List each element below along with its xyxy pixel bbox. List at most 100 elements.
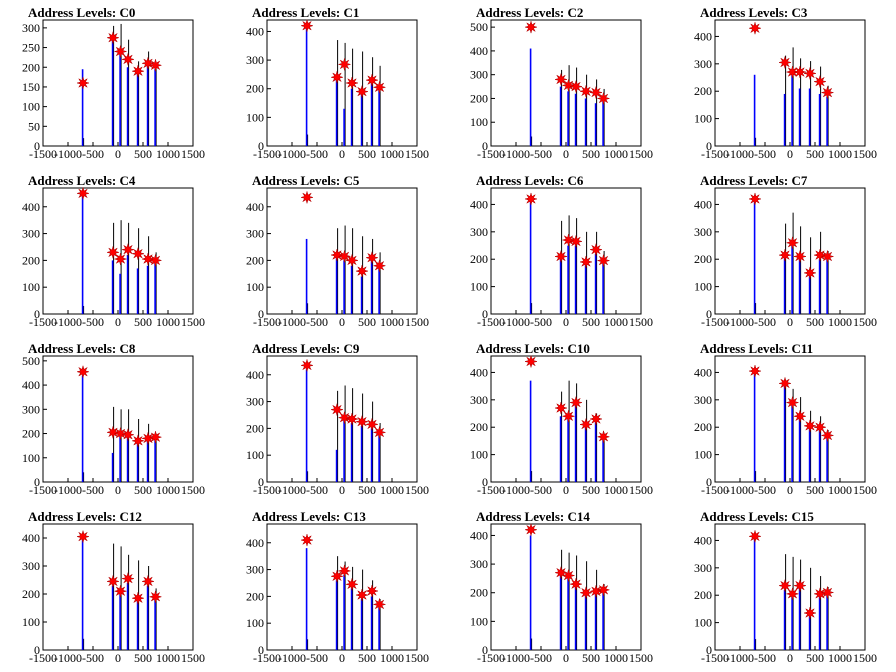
x-tick-label: 500 <box>358 651 376 665</box>
peak-marker <box>131 591 145 606</box>
peak-marker <box>785 395 800 410</box>
chart-panel-0: Address Levels: C0 0 50 100 150 200 250 300 -150… <box>22 5 205 161</box>
y-tick-label: 200 <box>470 252 488 266</box>
peak-marker <box>579 417 593 432</box>
y-tick-label: 100 <box>694 280 712 294</box>
peak-marker <box>554 72 568 87</box>
y-tick-label: 0 <box>34 139 40 153</box>
x-tick-label: 500 <box>582 651 600 665</box>
y-tick-label: 300 <box>470 225 488 239</box>
x-tick-label: -1000 <box>726 483 754 497</box>
peak-marker <box>554 401 568 415</box>
peak-marker <box>355 84 369 99</box>
y-tick-label: 100 <box>470 614 488 628</box>
y-tick-label: 200 <box>246 253 264 267</box>
chart-panel-10: Address Levels: C10 0 100 200 300 400 -1500-10… <box>470 341 653 497</box>
peak-marker <box>106 245 120 260</box>
peak-marker <box>748 529 762 544</box>
y-tick-label: 200 <box>22 427 40 441</box>
peak-marker <box>793 409 807 424</box>
y-tick-label: 300 <box>22 559 40 573</box>
peak-marker <box>330 569 344 584</box>
peak-marker <box>148 58 163 73</box>
x-tick-label: -500 <box>82 315 104 329</box>
x-tick-label: -500 <box>530 483 552 497</box>
peak-marker <box>579 585 593 600</box>
x-tick-label: 0 <box>115 147 121 161</box>
peak-marker <box>554 249 568 264</box>
x-tick-label: -1500 <box>477 147 505 161</box>
x-tick-label: -1500 <box>477 483 505 497</box>
y-tick-label: 100 <box>22 100 40 114</box>
x-tick-label: 0 <box>787 315 793 329</box>
y-tick-label: 400 <box>470 197 488 211</box>
peak-marker <box>76 186 90 201</box>
peak-marker <box>748 364 762 379</box>
x-tick-label: 500 <box>358 315 376 329</box>
x-tick-label: 500 <box>806 483 824 497</box>
x-tick-label: -1000 <box>726 651 754 665</box>
y-tick-label: 100 <box>470 448 488 462</box>
x-tick-label: -500 <box>530 315 552 329</box>
peak-marker <box>569 234 583 249</box>
y-tick-label: 400 <box>246 24 264 38</box>
x-tick-label: 0 <box>339 147 345 161</box>
x-tick-label: 1500 <box>405 651 429 665</box>
chart-panel-4: Address Levels: C4 0 100 200 300 400 -1500-100… <box>22 173 205 329</box>
peak-marker <box>793 578 807 593</box>
chart-panel-3: Address Levels: C3 0 100 200 300 400 -1500-100… <box>694 5 877 161</box>
x-tick-label: 0 <box>563 651 569 665</box>
chart-title: Address Levels: C12 <box>28 509 142 524</box>
x-tick-label: -500 <box>530 651 552 665</box>
peak-marker <box>121 242 135 257</box>
x-tick-label: -1000 <box>278 315 306 329</box>
peak-marker <box>345 76 359 90</box>
chart-title: Address Levels: C15 <box>700 509 814 524</box>
peak-marker <box>785 586 800 601</box>
peak-marker <box>330 70 344 85</box>
y-tick-label: 100 <box>246 110 264 124</box>
y-tick-label: 200 <box>22 587 40 601</box>
x-tick-label: 1000 <box>156 147 180 161</box>
x-tick-label: 500 <box>134 315 152 329</box>
peak-marker <box>355 264 369 279</box>
x-tick-label: -1500 <box>477 315 505 329</box>
peak-marker <box>300 358 314 373</box>
chart-panel-7: Address Levels: C7 0 100 200 300 400 -1500-100… <box>694 173 877 329</box>
y-tick-label: 0 <box>258 307 264 321</box>
peak-marker <box>596 429 611 444</box>
plot-frame <box>490 523 642 651</box>
y-tick-label: 400 <box>694 29 712 43</box>
peak-marker <box>569 577 583 592</box>
plot-frame <box>42 355 194 483</box>
x-tick-label: 0 <box>115 651 121 665</box>
y-tick-label: 300 <box>694 225 712 239</box>
peak-marker <box>76 529 90 544</box>
peak-marker <box>748 192 762 206</box>
x-tick-label: -1000 <box>726 315 754 329</box>
peak-marker <box>113 252 128 266</box>
x-tick-label: 500 <box>582 315 600 329</box>
chart-panel-13: Address Levels: C13 0 100 200 300 400 -1500-10… <box>246 509 429 665</box>
x-tick-label: 1000 <box>604 147 628 161</box>
peak-marker <box>785 235 800 250</box>
chart-title: Address Levels: C1 <box>252 5 359 20</box>
y-tick-label: 400 <box>694 533 712 547</box>
x-tick-label: -500 <box>754 651 776 665</box>
x-tick-label: 1500 <box>629 483 653 497</box>
y-tick-label: 200 <box>22 253 40 267</box>
peak-marker <box>337 249 352 264</box>
y-tick-label: 100 <box>694 112 712 126</box>
y-tick-label: 100 <box>22 280 40 294</box>
chart-panel-12: Address Levels: C12 0 100 200 300 400 -1500-10… <box>22 509 205 665</box>
y-tick-label: 0 <box>258 475 264 489</box>
peak-marker <box>589 85 603 100</box>
x-tick-label: 0 <box>339 651 345 665</box>
plot-frame <box>266 19 418 147</box>
y-tick-label: 0 <box>34 307 40 321</box>
y-tick-label: 300 <box>22 402 40 416</box>
x-tick-label: 1000 <box>604 651 628 665</box>
x-tick-label: 0 <box>563 483 569 497</box>
y-tick-label: 300 <box>470 68 488 82</box>
peak-marker <box>778 55 792 70</box>
